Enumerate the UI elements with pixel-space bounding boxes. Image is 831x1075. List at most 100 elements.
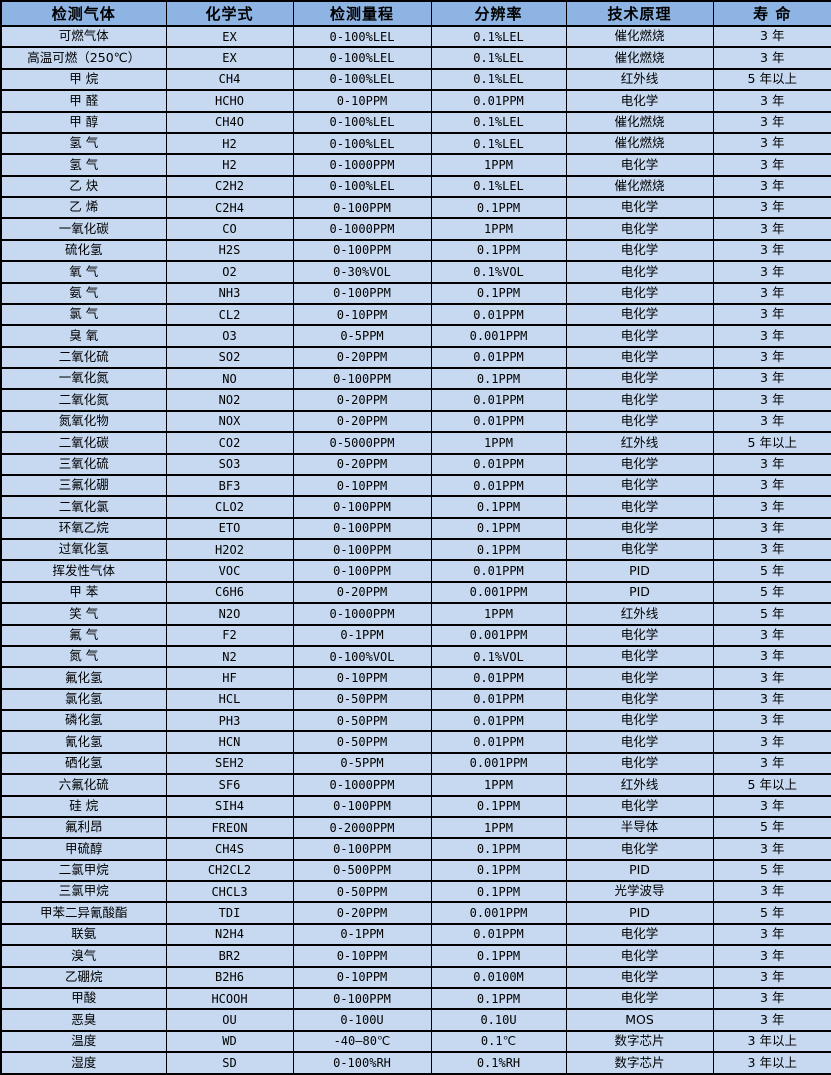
cell-gas: 氯化氢 [0,687,167,711]
cell-gas: 笑 气 [0,602,167,626]
cell-range: 0-1000PPM [292,602,432,626]
cell-life: 5 年 [712,602,831,626]
cell-life: 5 年 [712,901,831,925]
cell-formula: SO3 [165,452,294,476]
cell-range: 0-10PPM [292,302,432,326]
cell-resolution: 0.1℃ [430,1029,567,1053]
cell-life: 5 年 [712,815,831,839]
cell-life: 3 年 [712,281,831,305]
cell-gas: 氟 气 [0,623,167,647]
cell-range: 0-100PPM [292,516,432,540]
table-row: 恶臭 OU 0-100U 0.10U MOS 3 年 [0,1008,831,1032]
cell-gas: 甲硫醇 [0,837,167,861]
cell-range: 0-100%LEL [292,46,432,70]
cell-principle: 数字芯片 [565,1051,714,1075]
cell-principle: 电化学 [565,238,714,262]
cell-gas: 氟化氢 [0,666,167,690]
table-row: 氰化氢 HCN 0-50PPM 0.01PPM 电化学 3 年 [0,730,831,754]
cell-gas: 甲酸 [0,986,167,1010]
cell-principle: PID [565,901,714,925]
cell-formula: N2 [165,644,294,668]
cell-resolution: 0.1%LEL [430,174,567,198]
cell-principle: 电化学 [565,751,714,775]
cell-resolution: 0.1PPM [430,516,567,540]
table-row: 过氧化氢 H2O2 0-100PPM 0.1PPM 电化学 3 年 [0,537,831,561]
cell-range: 0-1000PPM [292,153,432,177]
cell-gas: 乙 炔 [0,174,167,198]
cell-life: 3 年 [712,495,831,519]
cell-range: 0-100PPM [292,195,432,219]
cell-range: 0-10PPM [292,666,432,690]
cell-gas: 一氧化氮 [0,366,167,390]
cell-gas: 二氧化氯 [0,495,167,519]
table-row: 二氧化氯 CLO2 0-100PPM 0.1PPM 电化学 3 年 [0,495,831,519]
cell-resolution: 0.1PPM [430,986,567,1010]
cell-principle: PID [565,559,714,583]
table-row: 三氧化硫 SO3 0-20PPM 0.01PPM 电化学 3 年 [0,452,831,476]
cell-resolution: 0.1%LEL [430,67,567,91]
cell-life: 3 年 [712,922,831,946]
cell-range: 0-5000PPM [292,431,432,455]
cell-principle: 红外线 [565,67,714,91]
cell-range: 0-100PPM [292,559,432,583]
cell-gas: 环氧乙烷 [0,516,167,540]
cell-range: 0-1PPM [292,623,432,647]
table-row: 三氯甲烷 CHCL3 0-50PPM 0.1PPM 光学波导 3 年 [0,879,831,903]
table-row: 笑 气 N2O 0-1000PPM 1PPM 红外线 5 年 [0,602,831,626]
table-row: 甲酸 HCOOH 0-100PPM 0.1PPM 电化学 3 年 [0,986,831,1010]
cell-life: 5 年以上 [712,773,831,797]
cell-range: 0-100PPM [292,794,432,818]
cell-life: 3 年 [712,1008,831,1032]
cell-formula: ETO [165,516,294,540]
cell-formula: EX [165,46,294,70]
table-row: 温度 WD -40—80℃ 0.1℃ 数字芯片 3 年以上 [0,1029,831,1053]
cell-resolution: 0.01PPM [430,666,567,690]
cell-gas: 氧 气 [0,260,167,284]
cell-formula: H2 [165,131,294,155]
cell-resolution: 0.01PPM [430,89,567,113]
table-row: 甲硫醇 CH4S 0-100PPM 0.1PPM 电化学 3 年 [0,837,831,861]
cell-range: 0-1000PPM [292,773,432,797]
cell-range: -40—80℃ [292,1029,432,1053]
table-row: 磷化氢 PH3 0-50PPM 0.01PPM 电化学 3 年 [0,708,831,732]
cell-principle: 电化学 [565,537,714,561]
header-life: 寿 命 [712,0,831,27]
cell-life: 3 年 [712,986,831,1010]
cell-gas: 二氧化碳 [0,431,167,455]
cell-formula: C2H4 [165,195,294,219]
cell-resolution: 0.1%LEL [430,24,567,48]
cell-life: 3 年 [712,345,831,369]
cell-range: 0-100%LEL [292,24,432,48]
cell-principle: 电化学 [565,153,714,177]
cell-resolution: 0.1%RH [430,1051,567,1075]
table-row: 甲苯二异氰酸酯 TDI 0-20PPM 0.001PPM PID 5 年 [0,901,831,925]
cell-resolution: 0.1PPM [430,281,567,305]
cell-gas: 溴气 [0,944,167,968]
cell-range: 0-50PPM [292,708,432,732]
cell-gas: 硅 烷 [0,794,167,818]
cell-life: 3 年 [712,131,831,155]
cell-principle: 电化学 [565,986,714,1010]
table-row: 湿度 SD 0-100%RH 0.1%RH 数字芯片 3 年以上 [0,1051,831,1075]
cell-formula: SEH2 [165,751,294,775]
cell-resolution: 0.1PPM [430,944,567,968]
cell-life: 5 年 [712,559,831,583]
cell-gas: 可燃气体 [0,24,167,48]
cell-gas: 过氧化氢 [0,537,167,561]
cell-gas: 联氨 [0,922,167,946]
table-row: 氧 气 O2 0-30%VOL 0.1%VOL 电化学 3 年 [0,260,831,284]
cell-range: 0-100PPM [292,495,432,519]
cell-formula: CH4S [165,837,294,861]
table-row: 硒化氢 SEH2 0-5PPM 0.001PPM 电化学 3 年 [0,751,831,775]
cell-gas: 湿度 [0,1051,167,1075]
cell-principle: 催化燃烧 [565,131,714,155]
table-row: 一氧化氮 NO 0-100PPM 0.1PPM 电化学 3 年 [0,366,831,390]
cell-resolution: 0.1PPM [430,195,567,219]
cell-gas: 一氧化碳 [0,217,167,241]
cell-principle: 电化学 [565,260,714,284]
cell-resolution: 0.001PPM [430,580,567,604]
cell-life: 3 年 [712,302,831,326]
cell-gas: 三氟化硼 [0,473,167,497]
table-row: 氨 气 NH3 0-100PPM 0.1PPM 电化学 3 年 [0,281,831,305]
cell-resolution: 0.1%VOL [430,644,567,668]
